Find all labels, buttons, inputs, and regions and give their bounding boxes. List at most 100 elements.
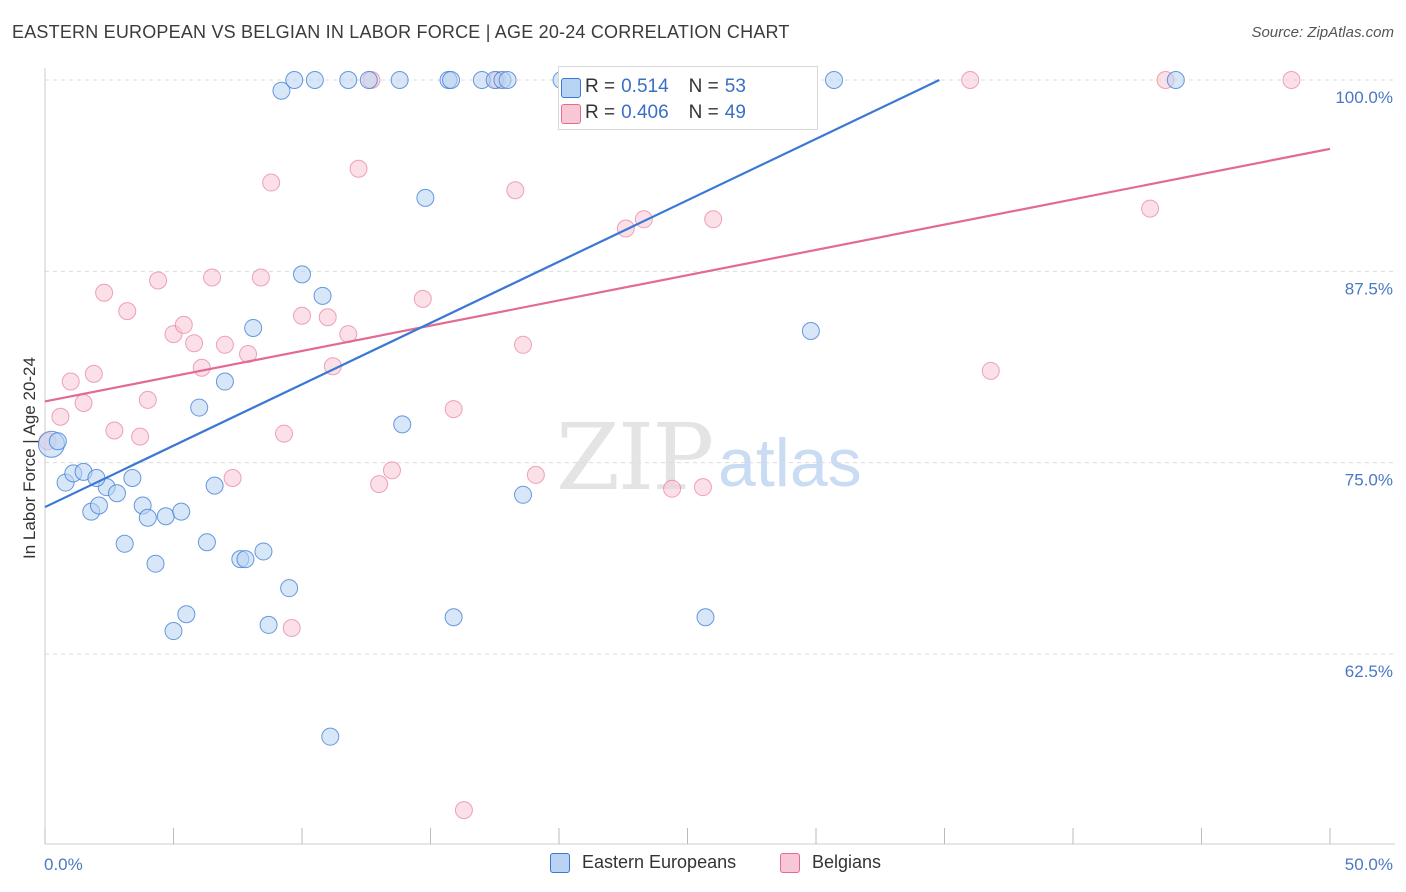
- chart-title: EASTERN EUROPEAN VS BELGIAN IN LABOR FOR…: [12, 22, 790, 42]
- belgian-point: [262, 173, 281, 192]
- bottom-legend-swatch-belgian: [780, 852, 800, 873]
- belgian-point: [174, 315, 193, 334]
- belgian-point: [74, 393, 93, 412]
- eastern-point: [236, 550, 255, 569]
- eastern-point: [244, 318, 263, 337]
- belgian-point: [84, 364, 103, 383]
- belgian-point: [1282, 71, 1301, 89]
- belgian-point: [349, 159, 368, 178]
- bottom-legend-belgian: Belgians: [780, 852, 881, 873]
- eastern-point: [164, 622, 183, 641]
- legend-row-eastern: R = 0.514 N = 53: [561, 75, 746, 99]
- eastern-point: [321, 727, 340, 746]
- eastern-point: [696, 608, 715, 627]
- belgian-point: [61, 372, 80, 391]
- eastern-point: [205, 476, 224, 495]
- legend-swatch-belgian: [561, 104, 581, 124]
- legend-r-label: R =: [585, 102, 616, 123]
- belgian-point: [131, 427, 150, 446]
- eastern-point: [305, 71, 324, 89]
- eastern-point: [123, 468, 142, 487]
- belgian-point: [192, 358, 211, 377]
- bottom-legend-swatch-eastern: [550, 852, 570, 873]
- source-label: Source: ZipAtlas.com: [1251, 24, 1394, 41]
- bottom-legend-label-belgian: Belgians: [812, 852, 882, 872]
- belgian-point: [693, 478, 712, 497]
- bottom-legend-eastern: Eastern Europeans: [550, 852, 736, 873]
- belgian-point: [223, 468, 242, 487]
- belgian-points: [38, 71, 1301, 820]
- belgian-point: [1141, 199, 1160, 218]
- eastern-point: [285, 71, 304, 89]
- eastern-point: [272, 81, 291, 100]
- watermark-zip: ZIP: [556, 404, 714, 511]
- belgian-point: [118, 302, 137, 321]
- eastern-point: [824, 71, 843, 89]
- y-tick-label: 75.0%: [1345, 471, 1393, 490]
- eastern-point: [138, 508, 157, 527]
- belgian-point: [251, 268, 270, 287]
- eastern-point: [172, 502, 191, 521]
- tick-labels: 62.5% 75.0% 87.5% 100.0% 0.0% 50.0%: [44, 88, 1393, 874]
- grid-lines: [45, 79, 1395, 655]
- belgian-point: [370, 475, 389, 494]
- eastern-point: [390, 71, 409, 89]
- belgian-point: [275, 424, 294, 443]
- belgian-point: [981, 361, 1000, 380]
- eastern-point: [393, 415, 412, 434]
- eastern-trend-line: [44, 79, 940, 509]
- legend-r-value: 0.514: [621, 76, 669, 97]
- legend-r-value: 0.406: [621, 102, 669, 123]
- eastern-point: [254, 542, 273, 561]
- belgian-point: [526, 465, 545, 484]
- eastern-point: [498, 71, 517, 89]
- legend-r-label: R =: [585, 76, 616, 97]
- belgian-point: [318, 308, 337, 327]
- belgian-point: [51, 407, 70, 426]
- eastern-point: [177, 605, 196, 624]
- eastern-point: [444, 608, 463, 627]
- belgian-point: [961, 71, 980, 89]
- belgian-point: [105, 421, 124, 440]
- correlation-legend: R = 0.514 N = 53 R = 0.406 N = 49: [558, 66, 818, 130]
- belgian-point: [149, 271, 168, 290]
- legend-n-label: N =: [688, 102, 719, 123]
- belgian-point: [382, 461, 401, 480]
- y-tick-label: 62.5%: [1345, 662, 1393, 681]
- belgian-point: [215, 335, 234, 354]
- belgian-point: [663, 479, 682, 498]
- belgian-point: [413, 289, 432, 308]
- eastern-point: [115, 534, 134, 553]
- belgian-point: [203, 268, 222, 287]
- eastern-point: [514, 485, 533, 504]
- belgian-point: [454, 801, 473, 820]
- eastern-point: [197, 533, 216, 552]
- eastern-point: [107, 484, 126, 503]
- belgian-point: [616, 219, 635, 238]
- belgian-point: [506, 181, 525, 200]
- eastern-point: [259, 615, 278, 634]
- y-tick-label: 87.5%: [1345, 279, 1393, 298]
- eastern-points: [37, 71, 1185, 746]
- belgian-trend-line: [44, 147, 1331, 403]
- eastern-point: [156, 507, 175, 526]
- eastern-point: [339, 71, 358, 89]
- legend-n-value: 49: [724, 102, 746, 123]
- eastern-point: [416, 188, 435, 207]
- eastern-point: [48, 432, 67, 451]
- eastern-point: [89, 496, 108, 515]
- belgian-point: [444, 400, 463, 419]
- eastern-point: [801, 322, 820, 341]
- y-tick-label: 100.0%: [1335, 88, 1393, 107]
- eastern-point: [442, 71, 461, 89]
- eastern-point: [87, 468, 106, 487]
- trend-lines: [44, 79, 1331, 509]
- legend-n-label: N =: [688, 76, 719, 97]
- belgian-point: [185, 334, 204, 353]
- belgian-point: [95, 283, 114, 302]
- belgian-point: [514, 335, 533, 354]
- x-tick-label: 0.0%: [44, 855, 83, 874]
- eastern-point: [190, 398, 209, 417]
- legend-row-belgian: R = 0.406 N = 49: [561, 101, 746, 125]
